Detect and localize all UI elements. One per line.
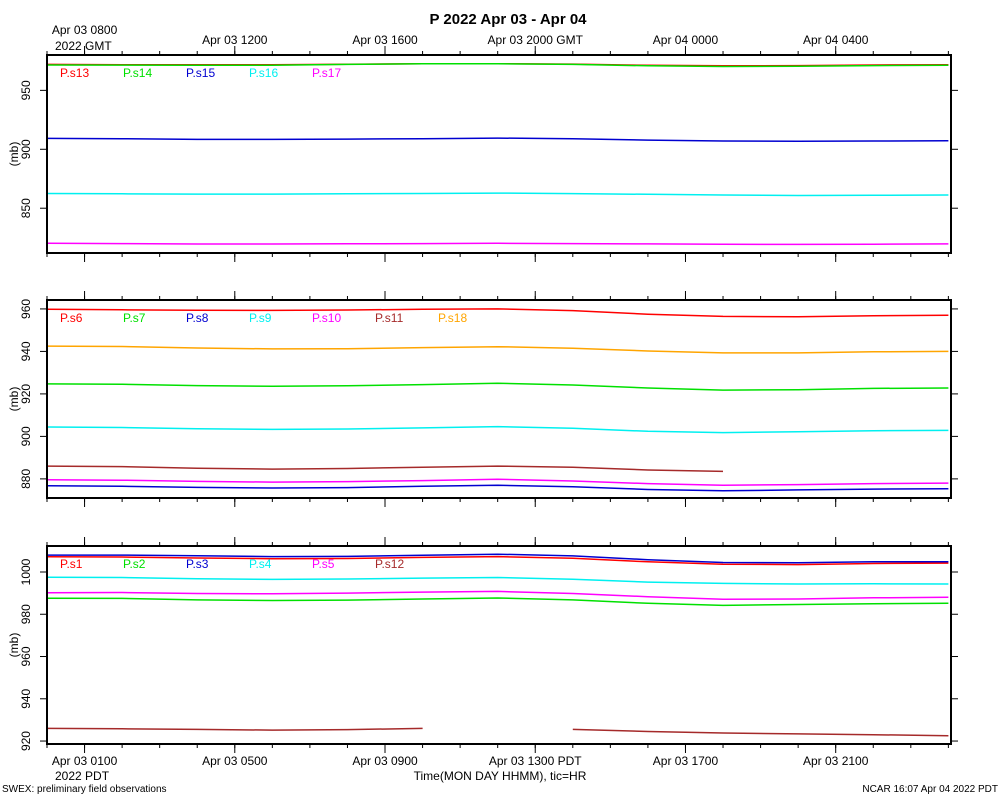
series-line [46, 576, 949, 585]
series-line [46, 308, 949, 318]
series-line [572, 728, 949, 737]
x-tick-label: Apr 03 0900 [352, 754, 418, 768]
legend-entry: P.s16 [249, 66, 278, 80]
plot-frame [46, 545, 952, 745]
y-tick-label: 980 [19, 604, 33, 624]
legend-entry: P.s5 [312, 557, 335, 571]
legend-entry: P.s2 [123, 557, 146, 571]
footer-right: NCAR 16:07 Apr 04 2022 PDT [862, 784, 998, 795]
legend-entry: P.s4 [249, 557, 272, 571]
legend-entry: P.s13 [60, 66, 89, 80]
y-tick-label: 940 [19, 341, 33, 361]
x-tick-label: Apr 03 0100 [52, 754, 118, 768]
x-top-tick-label: Apr 03 1600 [352, 33, 418, 47]
x-top-tick-label: Apr 03 2000 GMT [488, 33, 584, 47]
y-tick-label: 880 [19, 469, 33, 489]
legend-entry: P.s10 [312, 311, 341, 325]
x-axis-label: Time(MON DAY HHMM), tic=HR [414, 769, 587, 783]
x-tick-label: Apr 03 2100 [803, 754, 869, 768]
x-top-tick-label: Apr 04 0000 [653, 33, 719, 47]
y-tick-label: 900 [19, 426, 33, 446]
legend-entry: P.s15 [186, 66, 215, 80]
x-tick-label: Apr 03 1300 PDT [489, 754, 582, 768]
legend-entry: P.s12 [375, 557, 404, 571]
series-line [46, 484, 949, 492]
series-line [46, 465, 724, 473]
legend-entry: P.s3 [186, 557, 209, 571]
chart-title: P 2022 Apr 03 - Apr 04 [429, 11, 587, 28]
legend-entry: P.s6 [60, 311, 83, 325]
y-tick-label: 960 [19, 646, 33, 666]
y-tick-label: 920 [19, 731, 33, 751]
legend-entry: P.s7 [123, 311, 146, 325]
legend-entry: P.s9 [249, 311, 272, 325]
y-tick-label: 940 [19, 688, 33, 708]
series-line [46, 242, 949, 246]
legend-entry: P.s8 [186, 311, 209, 325]
series-line [46, 425, 949, 434]
bottom-axis-label: 2022 PDT [55, 769, 110, 783]
y-tick-label: 1000 [19, 558, 33, 585]
y-tick-label: 900 [19, 139, 33, 159]
x-top-tick-label: Apr 03 0800 [52, 23, 118, 37]
series-line [46, 137, 949, 143]
y-tick-label: 950 [19, 80, 33, 100]
legend-entry: P.s1 [60, 557, 83, 571]
legend-entry: P.s11 [375, 311, 404, 325]
legend-entry: P.s14 [123, 66, 152, 80]
series-line [46, 345, 949, 354]
x-top-tick-label: Apr 03 1200 [202, 33, 268, 47]
legend-entry: P.s18 [438, 311, 467, 325]
series-line [47, 553, 949, 564]
plot-frame [46, 54, 952, 254]
top-axis-label: 2022 GMT [55, 39, 112, 53]
series-line [46, 555, 949, 566]
x-tick-label: Apr 03 1700 [653, 754, 719, 768]
series-line [46, 63, 949, 68]
y-axis-label: (mb) [7, 387, 21, 412]
x-top-tick-label: Apr 04 0400 [803, 33, 869, 47]
x-tick-label: Apr 03 0500 [202, 754, 268, 768]
plot-frame [46, 299, 952, 499]
y-tick-label: 960 [19, 299, 33, 319]
series-line [46, 478, 949, 487]
legend-entry: P.s17 [312, 66, 341, 80]
y-axis-label: (mb) [7, 633, 21, 658]
footer-left: SWEX: preliminary field observations [2, 784, 167, 795]
series-line [46, 382, 949, 391]
series-line [46, 192, 949, 197]
y-axis-label: (mb) [7, 142, 21, 167]
series-line [46, 590, 949, 601]
series-line [46, 727, 423, 731]
y-tick-label: 850 [19, 198, 33, 218]
series-line [46, 597, 949, 607]
y-tick-label: 920 [19, 384, 33, 404]
